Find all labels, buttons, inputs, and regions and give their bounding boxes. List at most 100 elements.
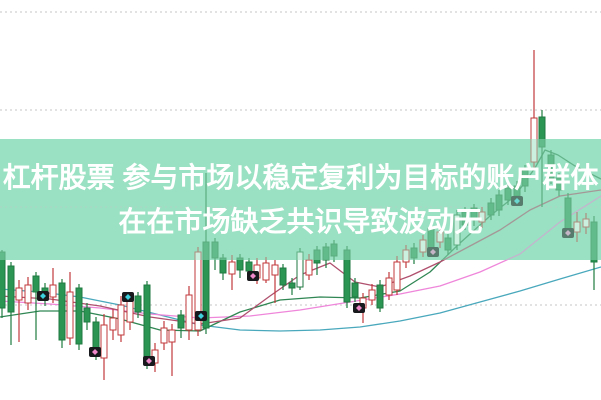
candle-body [134,295,142,313]
candle-body [305,259,313,276]
candle-body [495,194,503,211]
candle-body [0,251,6,260]
candle [58,279,66,348]
candle [117,296,125,342]
candle-body [573,221,581,233]
candle-body [436,231,444,243]
banner-title-line2: 在在市场缺乏共识导致波动无 [118,206,483,237]
candle [470,204,478,226]
candle [410,243,418,260]
chart-marker-glyph [92,349,98,355]
ma-rose-line [442,189,601,260]
chart-marker [427,247,439,257]
candle [194,247,202,260]
chart-marker-glyph [40,293,46,299]
candle [134,292,142,318]
chart-marker-glyph [430,249,436,255]
candle-body [538,139,546,148]
candle-body [330,243,338,257]
candle-body [228,261,236,275]
candle-body [75,287,83,345]
chart-marker-glyph [198,313,204,319]
candle [271,260,279,303]
candle [66,272,74,345]
candle-body [202,241,210,260]
candle-body [245,261,253,272]
candle [32,272,40,340]
candle [265,257,267,260]
candle-body [32,275,40,293]
candle [177,310,185,338]
candle-body [504,187,512,201]
candle-body [15,287,23,301]
candle-body [100,324,108,359]
banner-chart-showthrough [0,139,601,260]
chart-marker [195,311,207,321]
candle-body [160,327,168,344]
candle [478,207,486,228]
candle [590,216,598,260]
candle-body [236,257,244,260]
candle-body [530,139,538,163]
candle-body [376,284,384,309]
candle-body [419,239,427,253]
candle [582,213,590,234]
candle-body [590,221,598,260]
candle-body [368,289,376,301]
candle [185,286,193,340]
candle [7,262,15,345]
candle [330,240,338,260]
candle [444,234,452,255]
candle [211,238,219,260]
candle [393,256,401,295]
candle-body [211,241,219,259]
candle-body [582,218,590,228]
candle-body [322,246,330,260]
candle [538,139,546,207]
candle [256,258,258,260]
candle [168,324,176,376]
candle-body [555,177,563,191]
candle [236,254,244,260]
candle [100,314,108,380]
candle [521,165,529,192]
candle-body [470,207,478,221]
candle [143,281,151,369]
candle [262,257,270,283]
candle [487,198,495,220]
candle-body [343,249,351,260]
chart-marker [143,356,155,366]
candle [109,309,117,340]
candle-body [194,251,202,260]
candle [573,212,581,242]
candle [368,284,376,305]
candle-body [444,237,452,251]
candle [547,150,555,184]
candle-body [296,251,304,260]
candle [296,248,304,260]
candle [219,254,227,260]
candlestick-chart-muted-copy [0,139,601,260]
candle [49,268,57,303]
candle-body [219,257,227,274]
chart-marker-glyph [146,358,152,364]
candle [279,264,287,290]
candle-body [66,291,74,339]
candle-body [24,284,32,304]
ma-pink-line [505,195,601,260]
candle-body [385,277,393,296]
candle [248,258,250,260]
candle-body [109,317,117,331]
candle [530,139,538,170]
candle-body [143,284,151,363]
candle [0,250,6,260]
candle-body [288,282,296,289]
candle [83,303,91,330]
chart-marker-glyph [250,273,256,279]
candle-body [410,247,418,259]
candle-body [177,314,185,329]
candle [75,284,83,350]
candle-body [279,267,287,286]
candle [288,278,296,295]
